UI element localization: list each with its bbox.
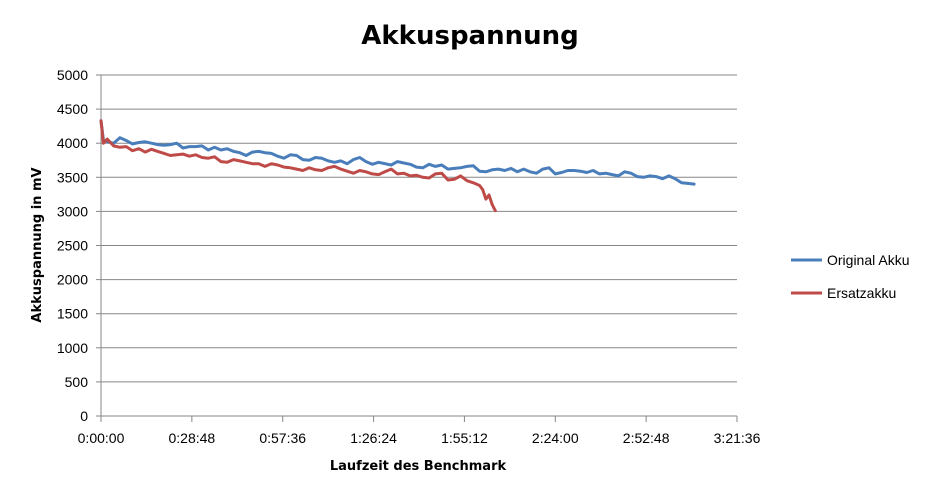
y-tick-label: 2000 [57,272,88,288]
x-tick-labels: 0:00:00 0:28:48 0:57:36 1:26:24 1:55:12 2:24:… [78,430,761,446]
x-tick-label: 1:26:24 [350,430,397,446]
y-tick-label: 5000 [57,67,88,83]
chart-title: Akkuspannung [361,21,579,51]
y-axis-label: Akkuspannung in mV [30,167,45,322]
grid-lines [101,74,737,383]
axes [96,74,738,422]
legend: Original Akku Ersatzakku [791,252,909,301]
series-lines [99,119,696,213]
y-tick-label: 500 [65,374,89,390]
x-tick-label: 0:00:00 [78,430,125,446]
y-tick-label: 1500 [57,306,88,322]
y-tick-labels: 0 500 1000 1500 2000 2500 3000 3500 4000 4500 5000 [57,67,88,424]
x-tick-label: 1:55:12 [441,430,488,446]
legend-label: Ersatzakku [827,285,896,301]
x-tick-label: 2:52:48 [623,430,670,446]
y-tick-label: 3500 [57,169,88,185]
y-tick-label: 4500 [57,101,88,117]
series-line-0 [99,119,696,186]
legend-label: Original Akku [827,252,909,268]
y-tick-label: 4000 [57,135,88,151]
x-tick-label: 0:28:48 [168,430,215,446]
x-tick-label: 0:57:36 [259,430,306,446]
x-tick-label: 3:21:36 [714,430,761,446]
series-line-1 [99,119,497,213]
y-tick-label: 1000 [57,340,88,356]
y-tick-label: 0 [80,408,88,424]
y-tick-label: 2500 [57,238,88,254]
x-axis-label: Laufzeit des Benchmark [330,459,507,474]
y-tick-label: 3000 [57,203,88,219]
x-tick-label: 2:24:00 [532,430,579,446]
